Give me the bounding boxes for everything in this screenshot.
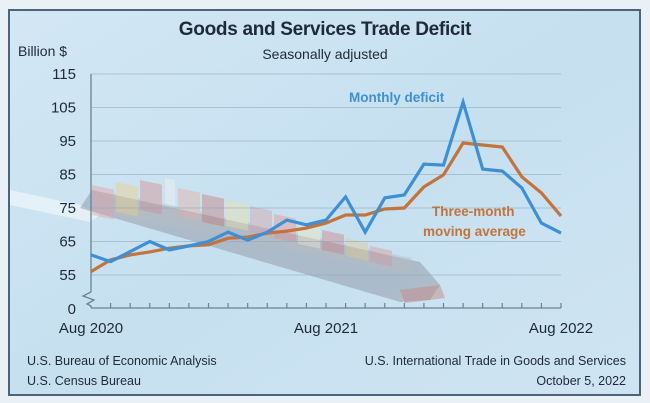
x-tick-label: Aug 2022 [529, 320, 593, 337]
series-lines [90, 96, 563, 273]
y-tick-label: 65 [59, 234, 76, 251]
y-tick-label: 95 [59, 133, 76, 150]
source-census: U.S. Census Bureau [27, 374, 141, 388]
y-tick-label: 75 [59, 200, 76, 217]
y-tick-label: 0 [68, 301, 76, 318]
monthly-deficit-line [90, 96, 562, 264]
release-date: October 5, 2022 [536, 374, 626, 388]
y-tick-label: 55 [59, 267, 76, 284]
chart-frame [8, 9, 641, 396]
y-axis-unit-label: Billion $ [18, 43, 68, 59]
y-tick-label: 105 [51, 100, 76, 117]
legend-moving-average-line2: moving average [423, 224, 526, 239]
source-bea: U.S. Bureau of Economic Analysis [27, 354, 217, 368]
y-tick-label: 115 [52, 66, 76, 83]
gridlines [91, 73, 561, 276]
x-axis-ticks: Aug 2020 Aug 2021 Aug 2022 [59, 303, 593, 337]
chart-title: Goods and Services Trade Deficit [178, 19, 472, 40]
axis-break-icon [81, 291, 96, 308]
release-title: U.S. International Trade in Goods and Se… [364, 354, 626, 368]
legend-moving-average-line1: Three-month [432, 204, 515, 219]
y-tick-label: 85 [59, 167, 76, 184]
x-tick-label: Aug 2020 [59, 320, 123, 337]
legend-monthly-deficit: Monthly deficit [349, 90, 445, 105]
axes [81, 74, 561, 309]
chart-subtitle: Seasonally adjusted [262, 46, 388, 62]
x-tick-label: Aug 2021 [294, 320, 358, 337]
y-axis-ticks: 115 105 95 85 75 65 55 0 [51, 66, 76, 318]
